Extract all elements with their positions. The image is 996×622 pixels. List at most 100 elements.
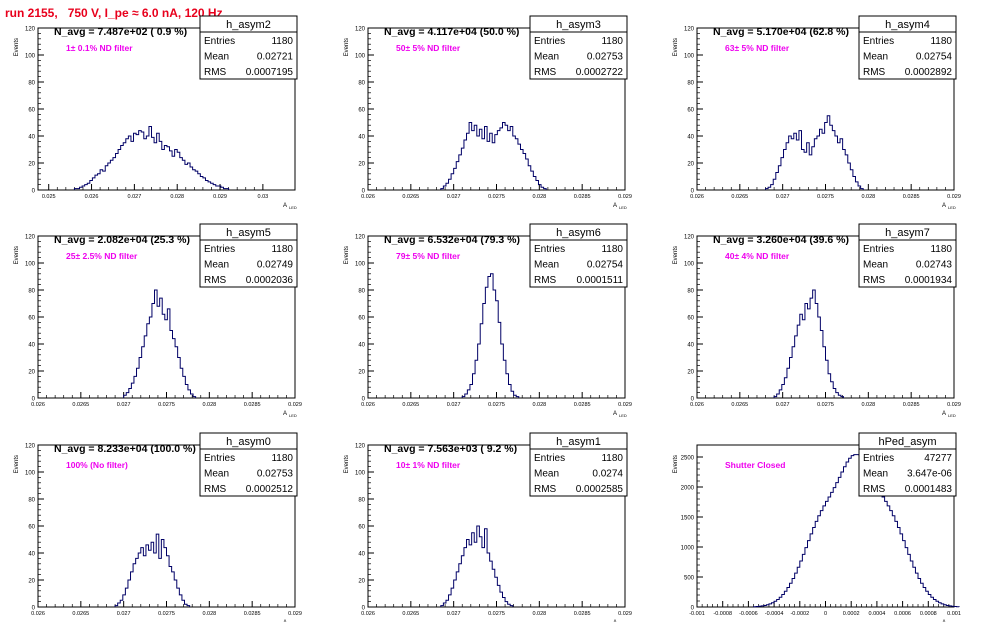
- y-tick-label: 100: [25, 262, 36, 268]
- stats-label: RMS: [534, 67, 557, 78]
- x-tick-label: 0.028: [202, 611, 216, 617]
- stats-value: 1180: [601, 453, 623, 464]
- stats-value: 0.0001483: [905, 484, 953, 495]
- y-axis-title: Events: [673, 455, 679, 473]
- stats-value: 0.0274: [592, 469, 623, 480]
- x-tick-label: 0.0275: [488, 611, 505, 617]
- x-tick-label: 0.027: [447, 611, 461, 617]
- stats-value: 1180: [271, 453, 293, 464]
- y-tick-label: 500: [684, 576, 695, 582]
- x-tick-label: 0.029: [618, 611, 632, 617]
- x-tick-label: 0.0004: [868, 611, 885, 617]
- x-tick-label: 0.027: [117, 402, 131, 408]
- y-tick-label: 120: [355, 235, 366, 241]
- x-tick-label: 0.026: [361, 611, 375, 617]
- y-tick-label: 80: [358, 81, 365, 87]
- stats-value: 0.0007195: [246, 67, 294, 78]
- stats-value: 0.0002512: [246, 484, 294, 495]
- y-tick-label: 20: [28, 579, 35, 585]
- x-tick-label: 0.027: [776, 402, 790, 408]
- x-tick-label: -0.0008: [713, 611, 732, 617]
- x-tick-label: 0.0275: [817, 194, 834, 200]
- histogram-panel: 0 20 40 60 80 100 120 0.026 0.0265 0.027 0.0275 0.0…: [14, 432, 302, 622]
- stats-title: hPed_asym: [878, 436, 936, 448]
- stats-box: [858, 15, 957, 80]
- y-tick-label: 80: [358, 498, 365, 504]
- stats-label: RMS: [204, 484, 227, 495]
- x-tick-label: 0.0265: [402, 611, 419, 617]
- stats-label: Entries: [204, 36, 235, 47]
- y-tick-label: 0: [362, 606, 366, 612]
- filter-note: 79± 5% ND filter: [396, 251, 461, 261]
- histogram-series: [73, 126, 230, 190]
- stats-label: Mean: [204, 260, 229, 271]
- stats-label: Entries: [204, 244, 235, 255]
- n-avg-label: N_avg = 5.170e+04 (62.8 %): [713, 26, 849, 38]
- y-tick-label: 40: [687, 135, 694, 141]
- x-tick-label: 0.0265: [731, 194, 748, 200]
- y-tick-label: 60: [28, 525, 35, 531]
- x-tick-label: 0.0275: [158, 402, 175, 408]
- x-axis-title: A: [942, 203, 946, 209]
- stats-value: 0.02743: [916, 260, 953, 271]
- stats-label: Mean: [534, 469, 559, 480]
- y-tick-label: 80: [28, 81, 35, 87]
- stats-box: [199, 432, 298, 497]
- histogram-panel: 0 20 40 60 80 100 120 0.026 0.0265 0.027 0.0275 0.0…: [14, 223, 302, 418]
- x-tick-label: 0.0006: [894, 611, 911, 617]
- x-tick-label: 0.027: [447, 402, 461, 408]
- filter-note: 100% (No filter): [66, 460, 128, 470]
- x-tick-label: 0.0275: [817, 402, 834, 408]
- x-tick-label: -0.0006: [739, 611, 758, 617]
- x-tick-label: 0.027: [447, 194, 461, 200]
- histogram-panel: 0 20 40 60 80 100 120 0.026 0.0265 0.027 0.0275 0.0…: [344, 15, 632, 210]
- x-tick-label: 0.0285: [903, 194, 920, 200]
- x-axis-title-subscript: LED: [619, 413, 627, 418]
- stats-value: 0.0002585: [576, 484, 624, 495]
- n-avg-label: N_avg = 2.082e+04 (25.3 %): [54, 234, 190, 246]
- x-tick-label: -0.0002: [790, 611, 809, 617]
- y-axis-title: Events: [14, 246, 20, 264]
- stats-title: h_asym2: [226, 19, 271, 31]
- y-tick-label: 100: [684, 262, 695, 268]
- y-tick-label: 20: [358, 162, 365, 168]
- stats-box: [858, 223, 957, 288]
- histogram-panel: 0 20 40 60 80 100 120 0.026 0.0265 0.027 0.0275 0.0…: [344, 432, 632, 622]
- y-tick-label: 80: [28, 289, 35, 295]
- y-axis-title: Events: [344, 455, 350, 473]
- y-tick-label: 80: [687, 81, 694, 87]
- x-tick-label: 0.028: [202, 402, 216, 408]
- stats-value: 1180: [601, 36, 623, 47]
- y-tick-label: 20: [358, 579, 365, 585]
- x-tick-label: 0.0285: [574, 194, 591, 200]
- stats-label: RMS: [534, 484, 557, 495]
- stats-title: h_asym5: [226, 227, 271, 239]
- y-tick-label: 120: [355, 27, 366, 33]
- stats-value: 0.02721: [257, 52, 294, 63]
- filter-note: Shutter Closed: [725, 460, 785, 470]
- stats-label: RMS: [863, 67, 886, 78]
- stats-box: [199, 15, 298, 80]
- y-tick-label: 100: [355, 54, 366, 60]
- x-tick-label: 0.025: [42, 194, 56, 200]
- x-tick-label: 0.0265: [72, 402, 89, 408]
- y-axis-title: Events: [14, 455, 20, 473]
- x-tick-label: 0.029: [288, 402, 302, 408]
- y-tick-label: 40: [28, 135, 35, 141]
- y-axis-title: Events: [344, 38, 350, 56]
- stats-value: 1180: [271, 244, 293, 255]
- histogram-series: [773, 289, 844, 398]
- x-axis-title: A: [283, 411, 287, 417]
- x-tick-label: 0.001: [947, 611, 961, 617]
- y-tick-label: 1500: [681, 516, 695, 522]
- stats-value: 47277: [924, 453, 952, 464]
- histogram-series: [440, 525, 514, 607]
- x-tick-label: 0.0265: [402, 402, 419, 408]
- y-tick-label: 40: [358, 343, 365, 349]
- stats-value: 3.647e-06: [907, 469, 952, 480]
- x-tick-label: 0.029: [618, 402, 632, 408]
- histogram-panel: 0 500 1000 1500 2000 2500 -0.001 -0.0008 -0.0006…: [673, 432, 961, 622]
- x-tick-label: 0.029: [947, 402, 961, 408]
- x-axis-title-subscript: LED: [948, 413, 956, 418]
- y-tick-label: 100: [25, 471, 36, 477]
